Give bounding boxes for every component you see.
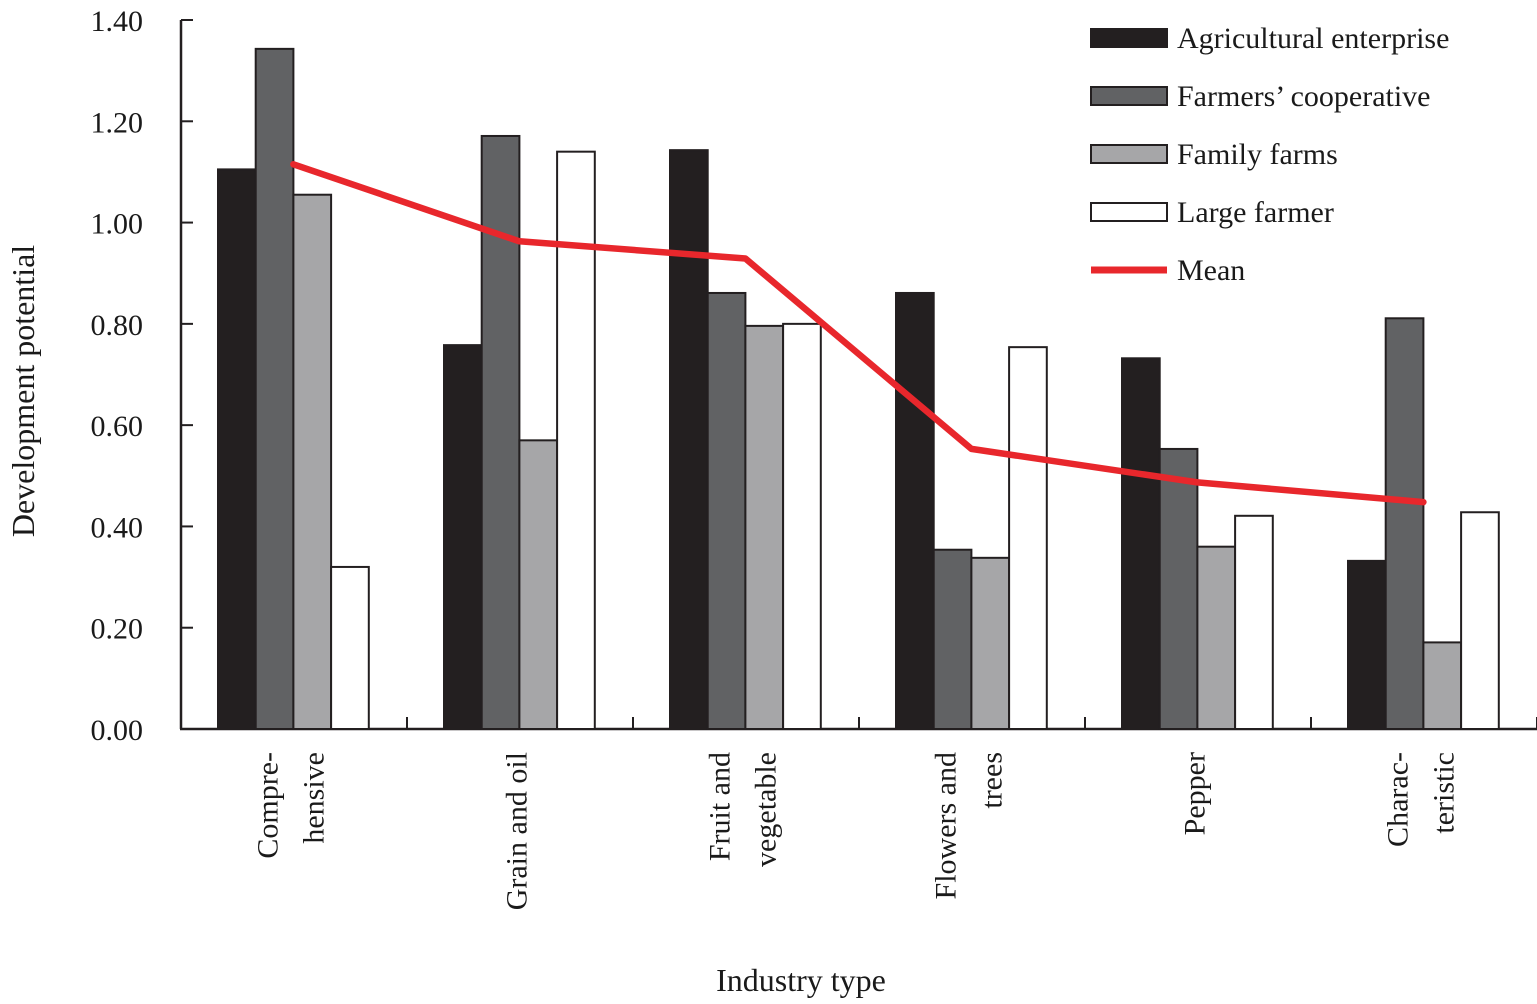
legend-swatch <box>1090 86 1168 106</box>
bar-large-farmer-4 <box>1234 514 1274 730</box>
x-axis-title: Industry type <box>716 962 886 998</box>
bar-family-farms-2 <box>744 324 785 730</box>
y-tick-label: 1.20 <box>91 106 144 139</box>
bar-farmers-cooperative-4 <box>1158 447 1199 730</box>
bar-large-farmer-2 <box>782 322 822 730</box>
bar-large-farmer-1 <box>556 150 596 730</box>
bar-farmers-cooperative-0 <box>254 47 295 730</box>
category-label: trees <box>975 752 1008 809</box>
y-tick-label: 0.80 <box>91 309 144 342</box>
category-label: Charac- <box>1381 752 1414 847</box>
legend-label: Farmers’ cooperative <box>1177 80 1431 113</box>
bar-family-farms-1 <box>518 439 559 730</box>
category-label: Compre- <box>251 752 284 859</box>
bar-large-farmer-5 <box>1460 511 1500 731</box>
bar-agricultural-enterprise-2 <box>669 149 709 730</box>
legend-label: Mean <box>1177 254 1245 287</box>
y-tick-label: 0.60 <box>91 410 144 443</box>
legend-label: Large farmer <box>1177 196 1334 229</box>
y-tick-label: 0.20 <box>91 613 144 646</box>
bar-farmers-cooperative-2 <box>706 291 747 730</box>
category-label: teristic <box>1427 752 1460 834</box>
category-label: vegetable <box>749 752 782 867</box>
category-label: Grain and oil <box>500 752 533 910</box>
legend-label: Agricultural enterprise <box>1177 22 1449 55</box>
bar-family-farms-0 <box>292 193 333 731</box>
bar-large-farmer-3 <box>1008 346 1048 730</box>
bar-farmers-cooperative-3 <box>932 548 973 731</box>
bar-farmers-cooperative-5 <box>1384 317 1425 730</box>
legend: Agricultural enterprise Farmers’ cooperat… <box>1090 22 1449 287</box>
y-tick-label: 0.40 <box>91 511 144 544</box>
bar-agricultural-enterprise-1 <box>443 344 483 730</box>
bar-agricultural-enterprise-0 <box>217 168 257 730</box>
y-axis-title: Development potential <box>5 245 41 537</box>
bar-farmers-cooperative-1 <box>480 134 521 730</box>
bar-family-farms-3 <box>970 556 1011 730</box>
category-label: Pepper <box>1178 752 1211 835</box>
category-label: Flowers and <box>929 752 962 899</box>
bars <box>217 47 1500 731</box>
legend-label: Family farms <box>1177 138 1338 171</box>
mean-line <box>290 161 1427 506</box>
bar-agricultural-enterprise-3 <box>895 291 935 730</box>
bar-agricultural-enterprise-5 <box>1347 559 1387 731</box>
legend-swatch <box>1090 28 1168 48</box>
bar-family-farms-5 <box>1422 641 1463 730</box>
y-tick-label: 1.40 <box>91 5 144 38</box>
legend-swatch <box>1090 144 1168 164</box>
bar-family-farms-4 <box>1196 545 1237 731</box>
mean-line-layer <box>290 161 1427 506</box>
y-tick-label: 0.00 <box>91 714 144 747</box>
category-label: hensive <box>297 752 330 844</box>
legend-swatch <box>1090 202 1168 222</box>
bar-large-farmer-0 <box>330 565 370 731</box>
labels: Development potential Industry type Comp… <box>5 245 1460 998</box>
bar-agricultural-enterprise-4 <box>1121 357 1161 730</box>
category-label: Fruit and <box>703 752 736 861</box>
axes: 0.00 0.20 0.40 0.60 0.80 1.00 1.20 1.40 <box>91 5 1537 747</box>
y-tick-label: 1.00 <box>91 208 144 241</box>
